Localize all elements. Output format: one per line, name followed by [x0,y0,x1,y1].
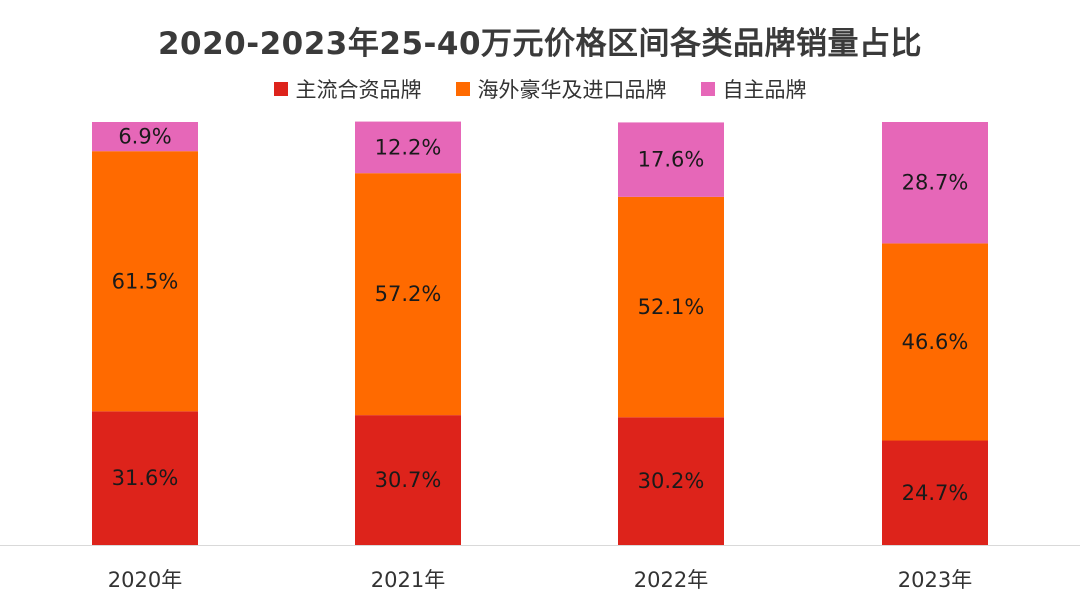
data-label-mainstream-jv-2: 30.2% [638,469,705,493]
bar-segment-mainstream-jv-3 [882,440,988,545]
x-tick-label-3: 2023年 [898,568,972,592]
data-label-overseas-luxury-0: 61.5% [112,269,179,293]
bar-segment-domestic-0 [92,122,198,152]
data-label-overseas-luxury-1: 57.2% [375,282,442,306]
legend-swatch-domestic [700,82,715,96]
legend-label-mainstream-jv: 主流合资品牌 [295,78,422,102]
data-label-domestic-1: 12.2% [375,135,442,159]
data-label-domestic-3: 28.7% [902,171,969,195]
bar-segment-overseas-luxury-1 [355,173,461,416]
x-tick-label-0: 2020年 [108,568,182,592]
bar-segment-mainstream-jv-2 [618,417,724,545]
x-tick-label-2: 2022年 [634,568,708,592]
bar-segment-domestic-3 [882,122,988,244]
legend-item-mainstream-jv: 主流合资品牌 [273,74,422,104]
data-label-overseas-luxury-3: 46.6% [902,330,969,354]
data-label-overseas-luxury-2: 52.1% [638,295,705,319]
bar-segment-domestic-1 [355,121,461,174]
bar-segment-overseas-luxury-0 [92,151,198,412]
legend-swatch-mainstream-jv [273,82,288,96]
bar-segment-mainstream-jv-1 [355,415,461,545]
data-label-mainstream-jv-3: 24.7% [902,481,969,505]
legend-item-domestic: 自主品牌 [700,74,807,104]
bar-segment-domestic-2 [618,122,724,197]
chart-title: 2020-2023年25-40万元价格区间各类品牌销量占比 [157,26,923,62]
bar-segment-overseas-luxury-2 [618,196,724,418]
bar-segment-mainstream-jv-0 [92,411,198,545]
data-label-domestic-0: 6.9% [118,125,171,149]
legend: 主流合资品牌 海外豪华及进口品牌 自主品牌 [0,74,1080,104]
data-label-mainstream-jv-0: 31.6% [112,466,179,490]
bar-segment-overseas-luxury-3 [882,243,988,441]
legend-item-overseas-luxury: 海外豪华及进口品牌 [455,74,667,104]
data-label-domestic-2: 17.6% [638,148,705,172]
legend-label-overseas-luxury: 海外豪华及进口品牌 [477,78,667,102]
legend-swatch-overseas-luxury [455,82,470,96]
legend-label-domestic: 自主品牌 [722,78,807,102]
x-tick-label-1: 2021年 [371,568,445,592]
data-label-mainstream-jv-1: 30.7% [375,468,442,492]
